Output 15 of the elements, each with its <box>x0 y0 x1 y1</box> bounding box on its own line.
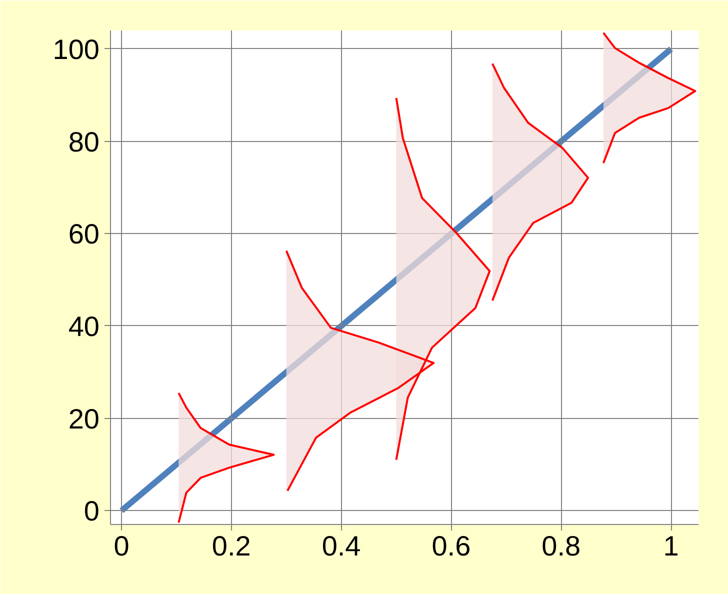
line-series <box>178 392 275 524</box>
y-tick-label: 60 <box>68 218 100 250</box>
y-tick-label: 20 <box>68 403 100 434</box>
line-series <box>491 62 590 302</box>
x-tick-label: 0 <box>114 530 130 562</box>
x-tick-label: 0.8 <box>542 530 581 562</box>
y-tick-label: 0 <box>84 496 100 527</box>
x-tick-label: 0.6 <box>432 530 471 562</box>
line-series <box>602 32 696 164</box>
x-tick-label: 0.4 <box>322 530 361 562</box>
y-tick-label: 80 <box>68 126 100 158</box>
x-tick-label: 1 <box>663 530 679 562</box>
x-tick-label: 0.2 <box>212 530 251 562</box>
y-tick-label: 100 <box>52 34 100 65</box>
y-tick-label: 40 <box>68 310 100 342</box>
